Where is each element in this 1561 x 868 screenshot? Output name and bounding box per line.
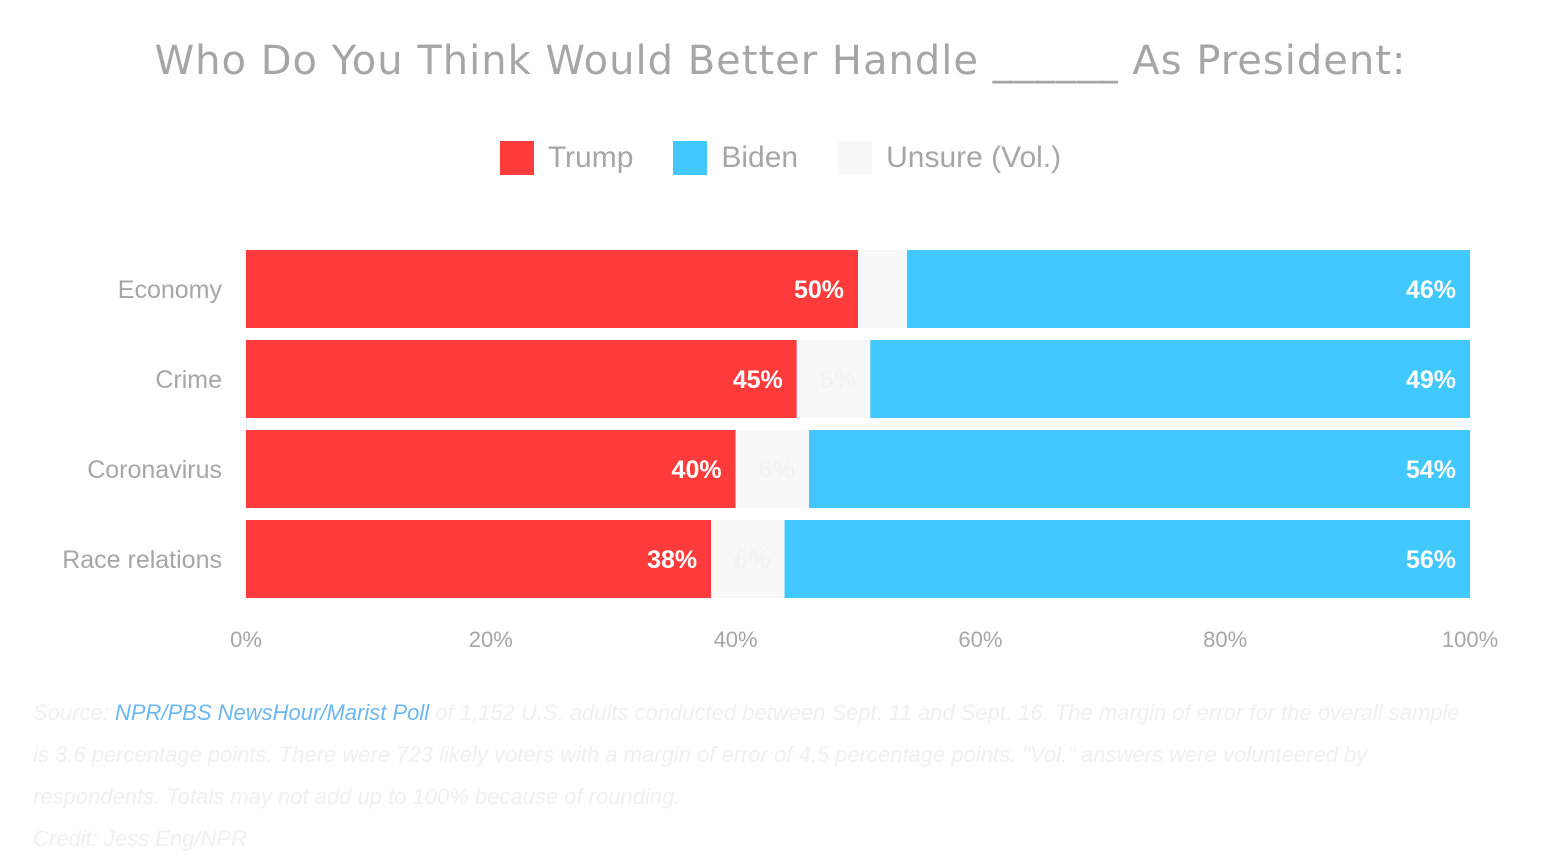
bar-trump-race-relations <box>246 520 712 598</box>
data-label-biden-crime: 49% <box>1406 366 1456 394</box>
chart-footer: Source: NPR/PBS NewsHour/Marist Poll of … <box>33 692 1473 860</box>
bar-unsure-vol-race-relations <box>711 520 785 598</box>
legend-item-biden: Biden <box>673 141 798 175</box>
stacked-bar-chart: Economy 50% 46% Crime 45% 6% 49% Coronavirus 40%… <box>62 250 1498 652</box>
bar-unsure-vol-coronavirus <box>735 430 810 508</box>
x-tick-label: 80% <box>1203 627 1247 652</box>
source-link[interactable]: NPR/PBS NewsHour/Marist Poll <box>114 700 430 725</box>
legend-swatch <box>673 141 708 175</box>
x-tick-label: 40% <box>714 627 758 652</box>
x-tick-label: 100% <box>1442 627 1498 652</box>
data-label-biden-economy: 46% <box>1406 276 1456 304</box>
bar-trump-economy <box>246 250 858 328</box>
legend-label: Biden <box>721 141 799 174</box>
data-label-trump-crime: 45% <box>733 366 783 394</box>
bar-trump-crime <box>246 340 797 418</box>
data-label-unsure-vol-coronavirus: 6% <box>759 456 795 484</box>
data-label-biden-coronavirus: 54% <box>1406 456 1456 484</box>
legend-swatch <box>499 141 534 175</box>
x-tick-label: 0% <box>230 627 262 652</box>
source-text: of 1,152 U.S. adults conducted between S… <box>33 700 1460 809</box>
category-label-crime: Crime <box>155 366 222 394</box>
data-label-trump-coronavirus: 40% <box>672 456 722 484</box>
bar-biden-crime <box>870 340 1470 418</box>
data-label-unsure-vol-crime: 6% <box>820 366 856 394</box>
category-label-economy: Economy <box>118 276 223 304</box>
bar-biden-coronavirus <box>809 430 1470 508</box>
data-label-trump-economy: 50% <box>794 276 844 304</box>
legend-swatch <box>838 141 873 175</box>
chart-title: Who Do You Think Would Better Handle ___… <box>154 38 1407 84</box>
legend-label: Unsure (Vol.) <box>886 141 1062 174</box>
credit-line: Credit: Jess Eng/NPR <box>33 826 247 851</box>
source-prefix: Source: <box>33 700 115 725</box>
legend-item-unsure-vol: Unsure (Vol.) <box>838 141 1061 175</box>
x-tick-label: 60% <box>958 627 1002 652</box>
legend-item-trump: Trump <box>499 141 634 175</box>
legend-label: Trump <box>547 141 634 174</box>
bar-biden-race-relations <box>784 520 1470 598</box>
data-label-unsure-vol-race-relations: 6% <box>734 546 770 574</box>
category-label-race-relations: Race relations <box>62 546 222 574</box>
x-tick-label: 20% <box>469 627 513 652</box>
bar-trump-coronavirus <box>246 430 736 508</box>
category-label-coronavirus: Coronavirus <box>87 456 222 484</box>
chart-legend: Trump Biden Unsure (Vol.) <box>0 141 1561 175</box>
data-label-biden-race-relations: 56% <box>1406 546 1456 574</box>
data-label-trump-race-relations: 38% <box>647 546 697 574</box>
bar-unsure-vol-economy <box>858 250 907 328</box>
bar-unsure-vol-crime <box>796 340 871 418</box>
bar-biden-economy <box>906 250 1470 328</box>
